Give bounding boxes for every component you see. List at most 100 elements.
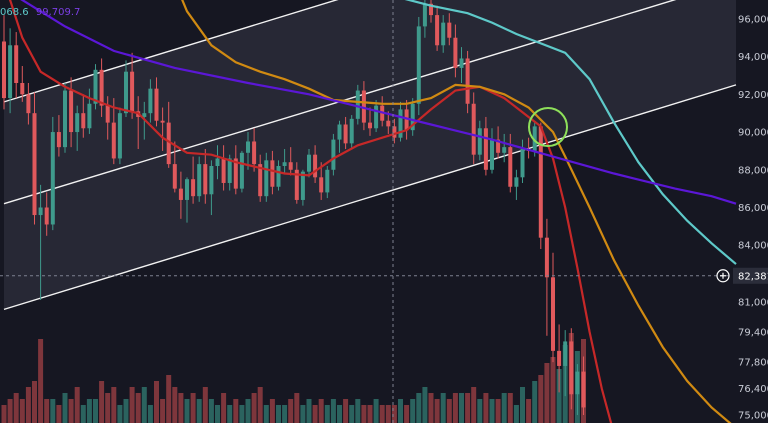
candle (477, 120, 482, 161)
volume-bar (178, 393, 184, 423)
candle-body (422, 3, 427, 27)
candle-body (81, 113, 86, 129)
volume-bar (385, 405, 391, 423)
candle-body (209, 166, 214, 195)
candle (544, 218, 549, 336)
candle (20, 66, 25, 102)
candle (538, 122, 543, 249)
volume-bar (471, 387, 477, 423)
candle (361, 81, 366, 131)
candle-body (178, 188, 183, 200)
candle (557, 324, 562, 393)
add-alert-icon[interactable] (716, 269, 730, 283)
candle-body (221, 158, 226, 183)
volume-bar (398, 399, 403, 423)
candle (490, 128, 494, 174)
candle (337, 120, 342, 153)
candle-body (56, 132, 61, 148)
candle (105, 96, 110, 140)
candle (459, 47, 464, 83)
candle (117, 107, 122, 165)
candle-body (185, 179, 189, 200)
candle-body (325, 169, 330, 193)
volume-bar (38, 339, 44, 423)
volume-bar (501, 393, 507, 423)
volume-bar (7, 399, 13, 423)
candle-body (93, 69, 98, 104)
price-tag[interactable]: 82,381 (716, 267, 768, 284)
candle-body (227, 158, 232, 183)
candle-body (557, 350, 562, 366)
candle (32, 92, 37, 225)
candle (14, 32, 19, 99)
candle (276, 160, 281, 191)
candle-body (142, 113, 147, 117)
volume-bar (404, 405, 410, 423)
candle (264, 152, 269, 202)
candle-body (264, 160, 269, 197)
volume-bar (172, 387, 178, 423)
candle (581, 356, 586, 415)
price-tick-label: 92,000 (738, 90, 768, 101)
candle-body (538, 126, 543, 238)
candle-body (203, 164, 208, 195)
volume-bar (99, 381, 105, 423)
candle-body (490, 139, 494, 170)
candle-body (392, 126, 397, 138)
candle-body (288, 162, 293, 170)
channel-line-mid (3, 0, 677, 205)
candle-body (483, 128, 488, 170)
channel-fill (4, 0, 736, 310)
volume-bar (166, 375, 172, 423)
candle (270, 150, 275, 195)
candle-body (465, 58, 470, 104)
price-axis[interactable]: 75,000 76,400 77,800 79,400 81,000 84,000 86,0… (738, 14, 768, 421)
candle-body (441, 22, 446, 46)
candle (325, 166, 330, 199)
candle-body (87, 103, 92, 129)
volume-bar (532, 381, 538, 423)
candle (252, 128, 257, 172)
ma-line-orange (181, 0, 732, 423)
volume-bar (233, 399, 239, 423)
candle (38, 184, 43, 300)
candle (215, 145, 220, 180)
candle (81, 94, 86, 138)
candle-body (477, 128, 482, 155)
volume-bar (202, 387, 208, 423)
candle (307, 149, 311, 178)
candle-body (551, 277, 555, 351)
candle-body (75, 113, 80, 133)
candle-body (343, 124, 348, 144)
candle (386, 111, 391, 134)
candle-body (520, 149, 525, 178)
volume-bar (416, 393, 422, 423)
volume-bar (160, 399, 166, 423)
candle-body (252, 141, 257, 165)
candle-body (307, 154, 311, 172)
candle-body (337, 124, 342, 140)
volume-bar (330, 399, 336, 423)
candle-body (282, 162, 287, 166)
volume-bar (32, 381, 37, 423)
candle-body (355, 90, 360, 119)
volume-bar (269, 399, 275, 423)
volume-bar (190, 393, 196, 423)
volume-bar (465, 393, 471, 423)
candle-body (154, 88, 159, 121)
candle-body (416, 26, 421, 104)
price-tag-label: 82,381 (738, 271, 768, 282)
candle-body (105, 105, 110, 123)
volume-bar (221, 393, 227, 423)
volume-bar (459, 393, 464, 423)
candle (166, 101, 171, 168)
candle-body (117, 113, 122, 159)
candle-body (447, 22, 452, 38)
candle (374, 99, 379, 133)
candle-body (111, 122, 116, 159)
price-tick-label: 84,000 (738, 241, 768, 252)
candle (453, 24, 458, 78)
volume-bar (318, 399, 324, 423)
candle-body (410, 103, 415, 131)
